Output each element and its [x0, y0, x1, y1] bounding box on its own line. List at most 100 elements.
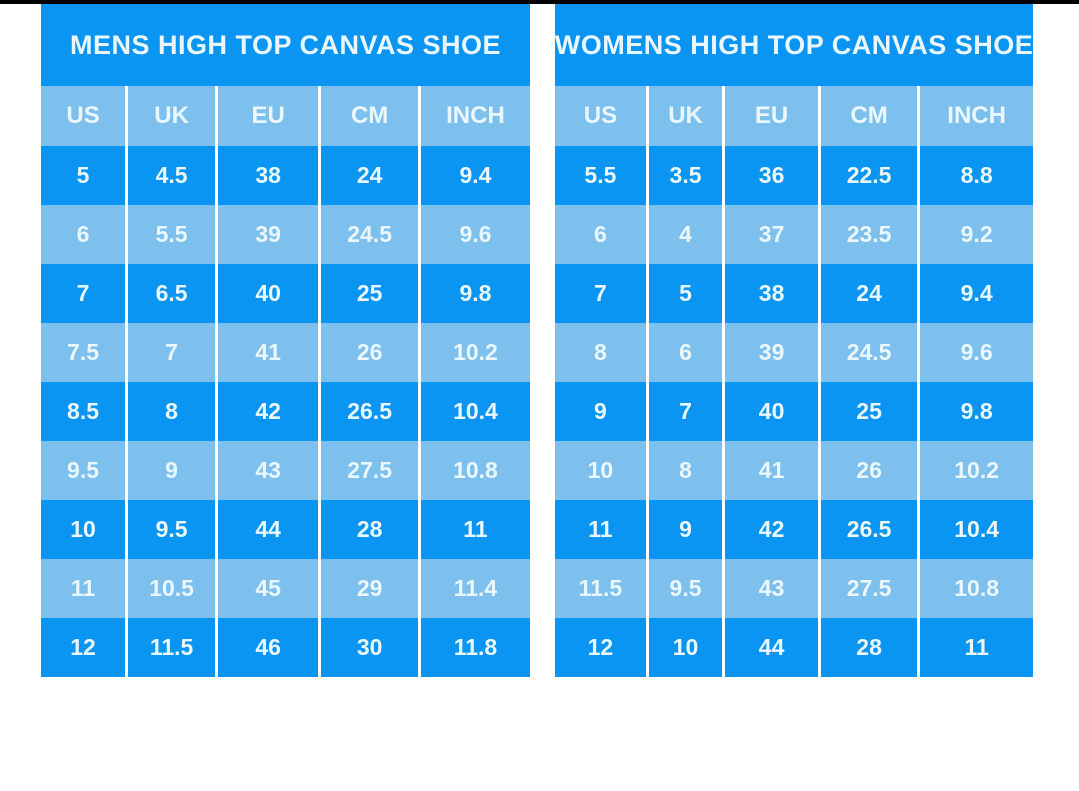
size-cell: 25: [817, 382, 917, 441]
column-header: UK: [125, 86, 215, 146]
size-cell: 10.2: [417, 323, 530, 382]
mens-rows: 5 4.5 38 24 9.4 6 5.5 39 24.5 9.6 7 6.5 40 25 9.8 7.5 7 4…: [41, 146, 530, 677]
size-cell: 12: [70, 634, 96, 660]
size-cell: 11: [588, 516, 613, 542]
size-cell: 4.5: [125, 146, 215, 205]
table-row: 9.5 9 43 27.5 10.8: [41, 441, 530, 500]
size-cell: 39: [722, 323, 818, 382]
size-cell: 41: [215, 323, 318, 382]
size-cell: 10.5: [125, 559, 215, 618]
size-cell: 42: [215, 382, 318, 441]
column-header: US: [66, 102, 100, 129]
size-cell: 23.5: [817, 205, 917, 264]
table-row: 10 8 41 26 10.2: [555, 441, 1033, 500]
womens-rows: 5.5 3.5 36 22.5 8.8 6 4 37 23.5 9.2 7 5 38 24 9.4 8 6 39 2…: [555, 146, 1033, 677]
column-header: INCH: [417, 86, 530, 146]
table-row: 7 6.5 40 25 9.8: [41, 264, 530, 323]
size-cell: 8.5: [67, 398, 100, 424]
column-header: UK: [645, 86, 722, 146]
size-cell: 27.5: [817, 559, 917, 618]
size-cell: 26: [817, 441, 917, 500]
size-cell: 10: [645, 618, 722, 677]
table-row: 11 9 42 26.5 10.4: [555, 500, 1033, 559]
size-cell: 10.4: [917, 500, 1033, 559]
size-cell: 11.5: [578, 575, 623, 601]
size-cell: 6: [645, 323, 722, 382]
size-cell: 40: [722, 382, 818, 441]
size-cell: 9.4: [417, 146, 530, 205]
size-cell: 5.5: [125, 205, 215, 264]
size-cell: 9: [125, 441, 215, 500]
size-cell: 10: [70, 516, 96, 542]
size-cell: 29: [318, 559, 418, 618]
size-cell: 36: [722, 146, 818, 205]
table-row: 11 10.5 45 29 11.4: [41, 559, 530, 618]
size-cell: 10: [587, 457, 614, 483]
womens-header-row: US UK EU CM INCH: [555, 86, 1033, 146]
table-row: 10 9.5 44 28 11: [41, 500, 530, 559]
size-cell: 24.5: [817, 323, 917, 382]
size-cell: 45: [215, 559, 318, 618]
table-row: 5.5 3.5 36 22.5 8.8: [555, 146, 1033, 205]
size-cell: 38: [722, 264, 818, 323]
size-cell: 9.8: [417, 264, 530, 323]
size-cell: 22.5: [817, 146, 917, 205]
size-cell: 24: [318, 146, 418, 205]
size-cell: 7: [125, 323, 215, 382]
size-cell: 11.4: [417, 559, 530, 618]
womens-table-title: WOMENS HIGH TOP CANVAS SHOE: [555, 4, 1033, 86]
size-cell: 6: [76, 221, 90, 247]
column-header: EU: [722, 86, 818, 146]
size-cell: 43: [722, 559, 818, 618]
column-header: CM: [817, 86, 917, 146]
size-cell: 11: [70, 575, 96, 601]
table-row: 7 5 38 24 9.4: [555, 264, 1033, 323]
size-cell: 9.5: [125, 500, 215, 559]
size-cell: 5.5: [584, 162, 617, 188]
table-row: 11.5 9.5 43 27.5 10.8: [555, 559, 1033, 618]
table-row: 9 7 40 25 9.8: [555, 382, 1033, 441]
column-header: CM: [318, 86, 418, 146]
size-cell: 42: [722, 500, 818, 559]
column-header: INCH: [917, 86, 1033, 146]
size-cell: 44: [215, 500, 318, 559]
mens-size-table: MENS HIGH TOP CANVAS SHOE US UK EU CM INCH 5…: [41, 4, 530, 677]
table-row: 7.5 7 41 26 10.2: [41, 323, 530, 382]
size-cell: 8: [594, 339, 607, 365]
size-cell: 5: [76, 162, 90, 188]
size-cell: 28: [817, 618, 917, 677]
size-cell: 24: [817, 264, 917, 323]
size-cell: 9: [645, 500, 722, 559]
size-cell: 26: [318, 323, 418, 382]
size-cell: 28: [318, 500, 418, 559]
size-cell: 26.5: [318, 382, 418, 441]
size-cell: 7.5: [67, 339, 100, 365]
size-cell: 10.2: [917, 441, 1033, 500]
size-cell: 3.5: [645, 146, 722, 205]
size-cell: 6.5: [125, 264, 215, 323]
mens-table-title: MENS HIGH TOP CANVAS SHOE: [41, 4, 530, 86]
size-cell: 9: [594, 398, 607, 424]
size-cell: 27.5: [318, 441, 418, 500]
size-cell: 12: [587, 634, 614, 660]
size-cell: 43: [215, 441, 318, 500]
size-cell: 10.4: [417, 382, 530, 441]
size-cell: 46: [215, 618, 318, 677]
size-cell: 26.5: [817, 500, 917, 559]
size-cell: 9.8: [917, 382, 1033, 441]
size-cell: 10.8: [917, 559, 1033, 618]
size-cell: 9.2: [917, 205, 1033, 264]
column-header: EU: [215, 86, 318, 146]
table-row: 6 4 37 23.5 9.2: [555, 205, 1033, 264]
size-cell: 5: [645, 264, 722, 323]
size-cell: 37: [722, 205, 818, 264]
size-cell: 39: [215, 205, 318, 264]
top-border-line: [0, 0, 1079, 4]
size-cell: 44: [722, 618, 818, 677]
table-row: 6 5.5 39 24.5 9.6: [41, 205, 530, 264]
size-cell: 7: [645, 382, 722, 441]
size-cell: 30: [318, 618, 418, 677]
size-cell: 4: [645, 205, 722, 264]
size-cell: 41: [722, 441, 818, 500]
size-cell: 38: [215, 146, 318, 205]
